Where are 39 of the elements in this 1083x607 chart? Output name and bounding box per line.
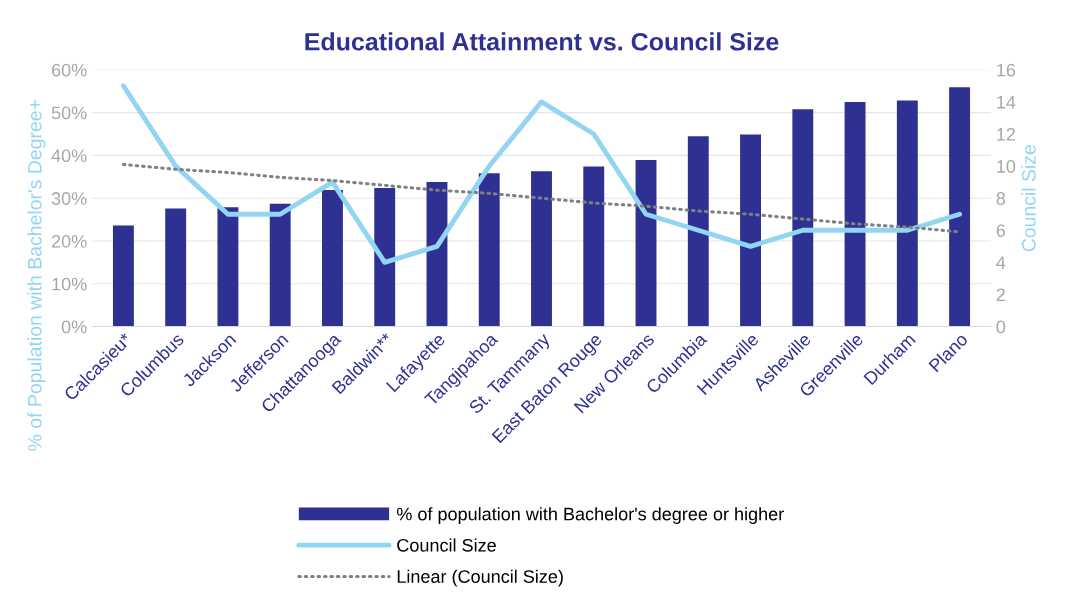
bar (896, 100, 918, 327)
y2-tick-label: 14 (997, 96, 1016, 109)
bar (112, 225, 134, 327)
bar (687, 136, 709, 327)
chart-title: Educational Attainment vs. Council Size (305, 32, 779, 51)
y2-tick-label: 6 (996, 224, 1006, 237)
bar (792, 109, 814, 327)
y-axis-title: % of Population with Bachelor's Degree+ (27, 100, 46, 451)
y-tick-label: 0% (61, 320, 87, 334)
bar (269, 203, 291, 327)
line-series (120, 83, 963, 265)
y-tick-label: 60% (51, 63, 87, 77)
y2-axis-title: Council Size (1021, 145, 1036, 252)
y-tick-label: 30% (51, 192, 87, 205)
bar (531, 171, 552, 327)
legend-label: Linear (Council Size) (397, 569, 563, 587)
y-tick-label: 40% (51, 149, 87, 163)
bar (217, 207, 239, 327)
y-tick-label: 50% (51, 106, 87, 120)
bar (322, 190, 343, 327)
bar (478, 173, 500, 327)
y2-tick-label: 8 (996, 192, 1006, 205)
y2-tick-label: 2 (996, 288, 1005, 302)
bar (844, 101, 866, 327)
y-tick-label: 10% (52, 277, 87, 291)
y2-tick-label: 12 (997, 127, 1015, 141)
y2-tick-label: 16 (997, 63, 1016, 77)
y-tick-label: 20% (51, 234, 87, 248)
y2-tick-label: 10 (997, 160, 1016, 173)
legend-label: % of population with Bachelor's degree or higher (396, 507, 784, 524)
y2-tick-label: 4 (996, 256, 1006, 269)
bar (635, 160, 657, 327)
bar (165, 208, 187, 327)
bar (374, 187, 396, 327)
bar (583, 166, 605, 327)
y2-tick-label: 0 (996, 320, 1006, 334)
bar (740, 134, 761, 327)
bar (949, 87, 971, 327)
legend-label: Council Size (397, 538, 496, 552)
